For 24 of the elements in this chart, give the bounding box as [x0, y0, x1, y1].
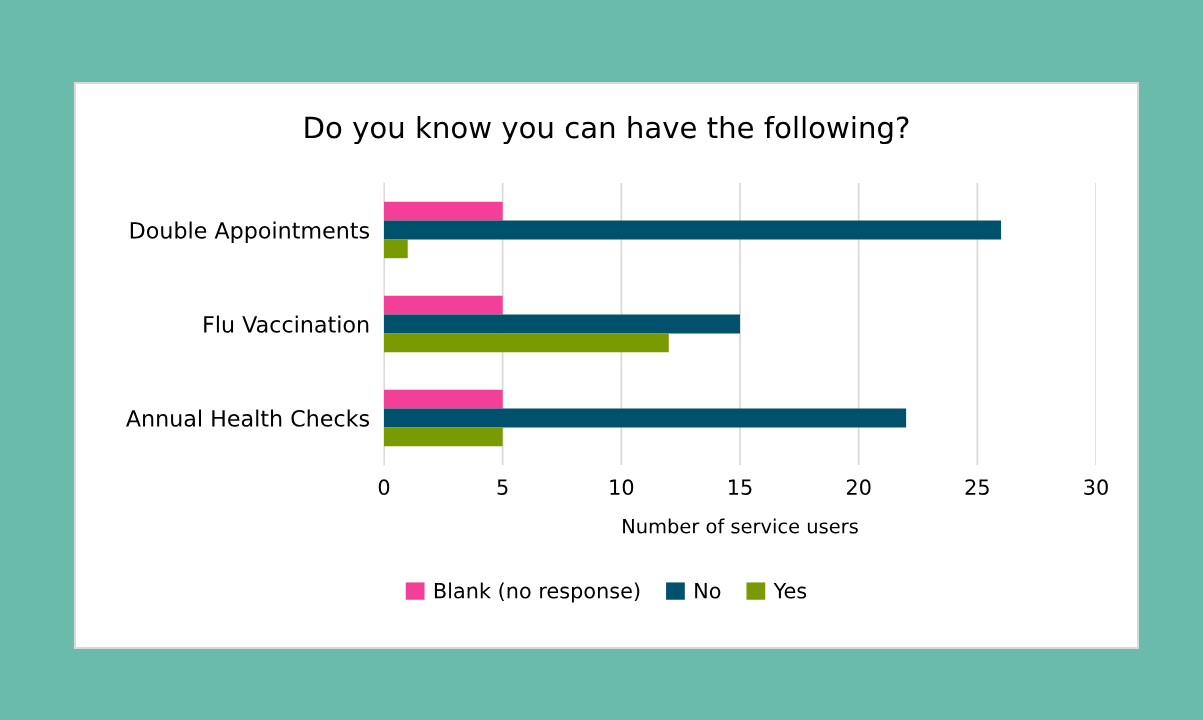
bar	[384, 295, 503, 315]
bar	[384, 389, 503, 409]
bar	[384, 408, 907, 428]
x-tick-label: 15	[729, 479, 752, 496]
y-tick-label: Flu Vaccination	[204, 315, 369, 333]
chart-title: Do you know you can have the following?	[305, 115, 909, 145]
legend-label: Yes	[773, 583, 807, 599]
x-tick-label: 25	[965, 479, 989, 496]
bar	[384, 239, 408, 259]
bar	[384, 314, 740, 334]
y-tick-label: Double Appointments	[130, 221, 370, 244]
x-axis-title: Number of service users	[623, 518, 858, 534]
x-tick-label: 20	[846, 479, 871, 496]
bar	[384, 220, 1002, 240]
x-tick-label: 10	[610, 479, 634, 496]
legend-label: Blank (no response)	[434, 582, 640, 603]
x-tick-label: 5	[497, 479, 508, 496]
legend-label: No	[695, 583, 721, 599]
bar	[384, 427, 503, 447]
bar	[384, 201, 503, 221]
x-tick-label: 0	[378, 479, 390, 496]
y-tick-label: Annual Health Checks	[126, 409, 370, 427]
x-tick-label: 30	[1084, 479, 1108, 496]
bar	[384, 333, 669, 353]
